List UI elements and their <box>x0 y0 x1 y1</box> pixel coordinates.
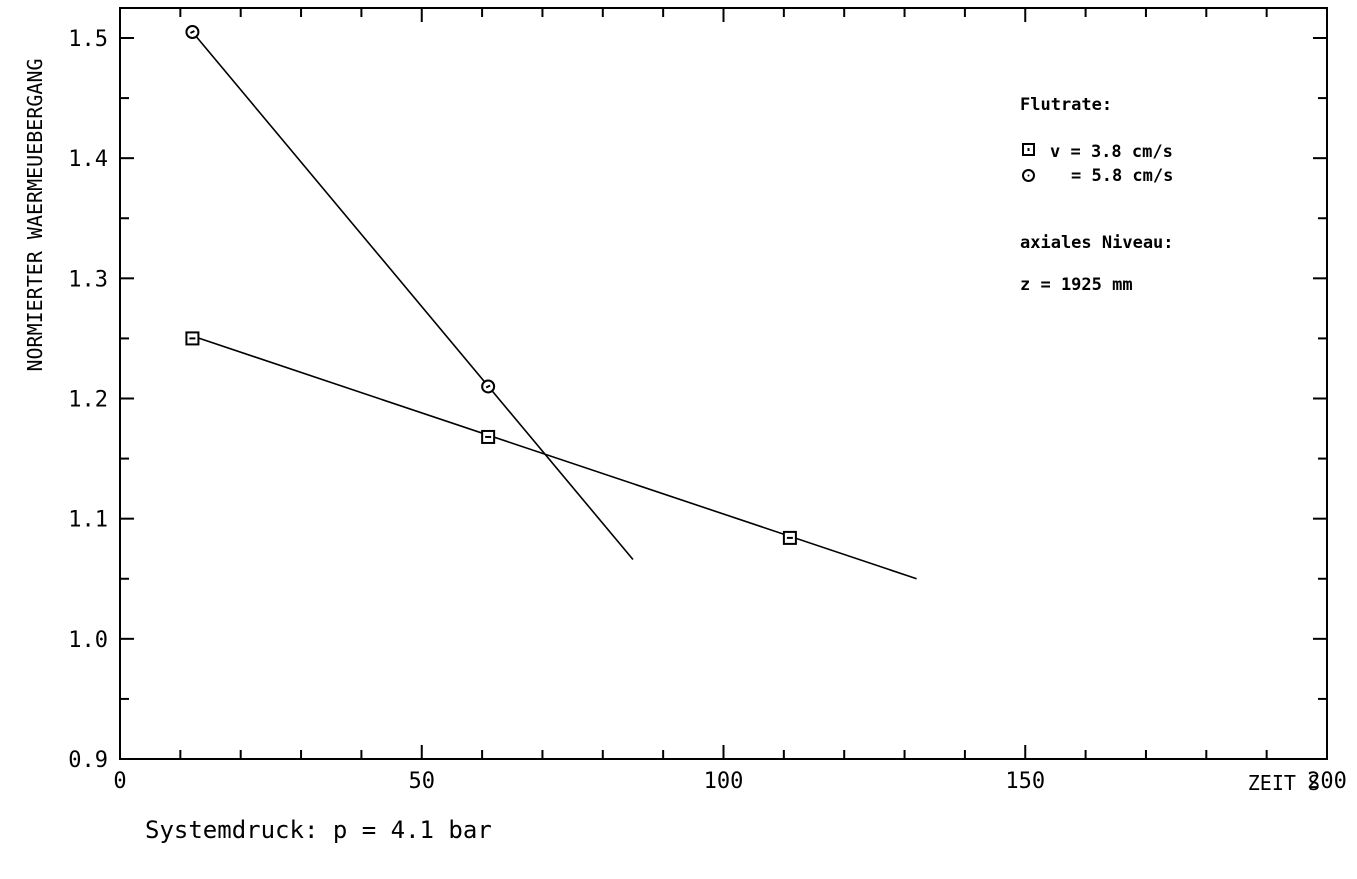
legend-level-value: z = 1925 mm <box>1020 275 1133 295</box>
y-tick-label: 1.2 <box>68 388 108 413</box>
fit-lines <box>192 32 916 579</box>
legend: Flutrate: v = 3.8 cm/s = 5.8 cm/s axiale… <box>1020 95 1174 295</box>
y-tick-label: 1.5 <box>68 27 108 52</box>
plot-frame <box>120 8 1327 759</box>
y-tick-label: 0.9 <box>68 748 108 773</box>
x-tick-label: 150 <box>1005 769 1045 794</box>
legend-entry-square: v = 3.8 cm/s <box>1050 142 1173 162</box>
legend-entry-circle: = 5.8 cm/s <box>1071 166 1173 186</box>
y-tick-label: 1.1 <box>68 508 108 533</box>
fit-line-square-series <box>192 336 916 579</box>
x-tick-label: 100 <box>704 769 744 794</box>
y-tick-label: 1.4 <box>68 147 108 172</box>
fit-line-circle-series <box>192 32 633 560</box>
y-tick-label: 1.3 <box>68 267 108 292</box>
axes <box>120 8 1327 759</box>
y-axis-title: NORMIERTER WAERMEUEBERGANG <box>23 58 47 371</box>
y-tick-label: 1.0 <box>68 628 108 653</box>
x-tick-label: 50 <box>409 769 436 794</box>
legend-title: Flutrate: <box>1020 95 1112 115</box>
footnote: Systemdruck: p = 4.1 bar <box>145 816 492 844</box>
legend-level-title: axiales Niveau: <box>1020 233 1174 253</box>
x-axis-title: ZEIT S <box>1248 771 1320 795</box>
legend-circle-marker-dot <box>1028 175 1030 177</box>
x-tick-label: 0 <box>113 769 126 794</box>
data-points <box>186 26 795 544</box>
